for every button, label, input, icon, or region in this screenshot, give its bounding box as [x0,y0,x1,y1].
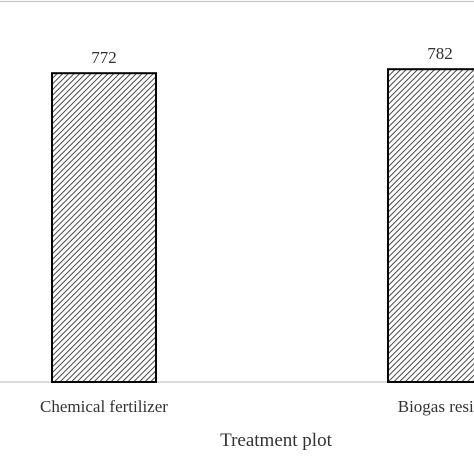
bar-1 [387,68,474,383]
tick-label-0: Chemical fertilizer [40,397,168,416]
bar-0 [51,72,157,383]
data-label-0: 772 [91,48,117,67]
tick-label-1: Biogas resid [398,397,474,416]
bars-group [51,68,474,383]
x-axis-title: Treatment plot [220,430,332,451]
data-label-1: 782 [427,44,453,63]
labels-group: 772 Chemical fertilizer 782 Biogas resid [40,44,474,416]
